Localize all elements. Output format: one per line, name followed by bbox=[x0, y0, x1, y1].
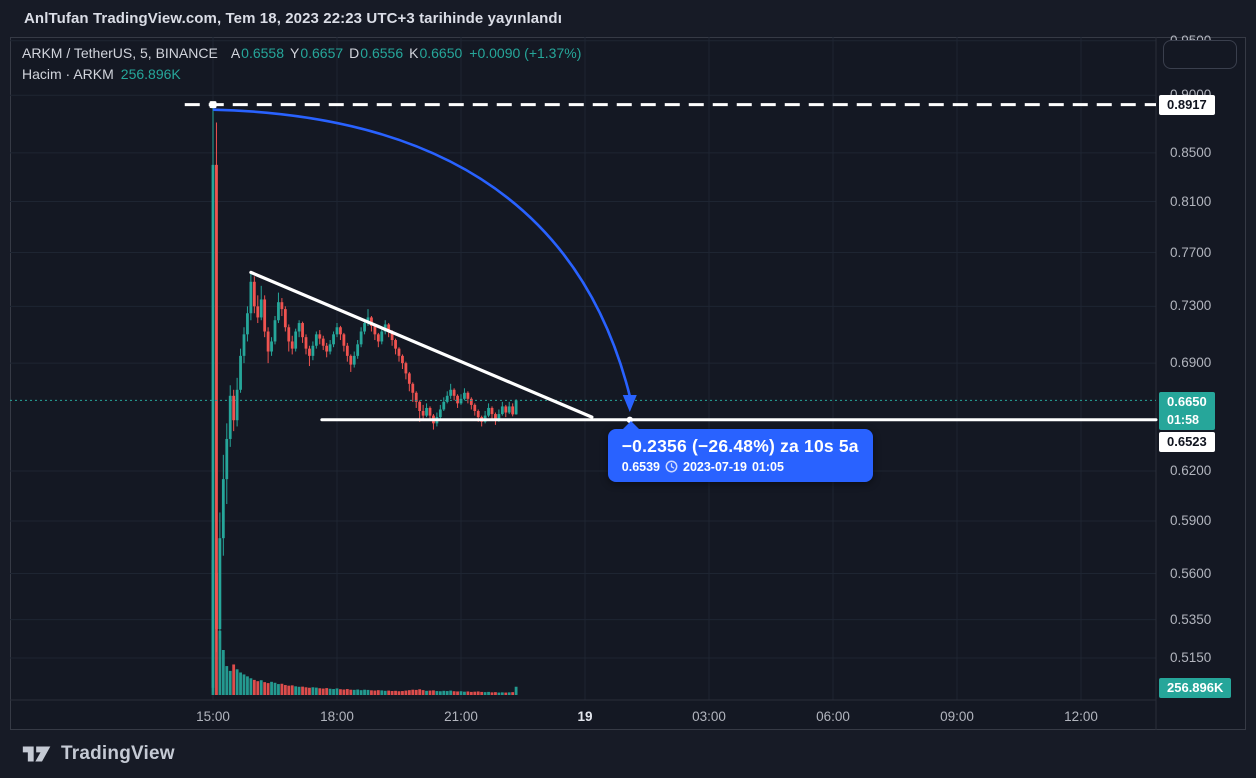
support-level-price-badge: 0.6523 bbox=[1159, 432, 1215, 453]
chart-legend: ARKM / TetherUS, 5, BINANCE A0.6558 Y0.66… bbox=[22, 45, 581, 87]
price-axis-label: 0.5150 bbox=[1170, 650, 1212, 665]
chart-panel[interactable] bbox=[10, 37, 1246, 730]
time-axis-label: 12:00 bbox=[1064, 709, 1098, 724]
tradingview-logo-icon[interactable] bbox=[22, 742, 52, 766]
time-axis-label: 09:00 bbox=[940, 709, 974, 724]
attribution-text: AnlTufan TradingView.com, Tem 18, 2023 2… bbox=[24, 10, 562, 27]
price-range-tooltip: −0.2356 (−26.48%) za 10s 5a 0.6539 2023-… bbox=[607, 420, 873, 482]
price-axis-label: 0.5900 bbox=[1170, 512, 1212, 528]
time-axis-label: 19 bbox=[577, 709, 593, 724]
clock-icon bbox=[665, 460, 678, 473]
last-price-badge: 0.6650 01:58 bbox=[1159, 392, 1215, 431]
ohlc-pair: D0.6556 bbox=[349, 45, 404, 61]
volume-indicator-label[interactable]: Hacim · ARKM bbox=[22, 66, 114, 82]
legend-symbol-row: ARKM / TetherUS, 5, BINANCE A0.6558 Y0.66… bbox=[22, 45, 581, 66]
price-axis-label: 0.8100 bbox=[1170, 193, 1212, 209]
high-level-price: 0.8917 bbox=[1167, 96, 1207, 112]
last-price: 0.6650 bbox=[1167, 394, 1207, 410]
tradingview-wordmark[interactable]: TradingView bbox=[61, 743, 175, 764]
price-axis-label: 0.5600 bbox=[1170, 565, 1212, 581]
attribution-bar: AnlTufan TradingView.com, Tem 18, 2023 2… bbox=[0, 0, 1256, 37]
high-level-price-badge: 0.8917 bbox=[1159, 94, 1215, 115]
price-axis-label: 0.6200 bbox=[1170, 462, 1212, 478]
time-axis-label: 03:00 bbox=[692, 709, 726, 724]
ohlc-pair: K0.6650 bbox=[409, 45, 463, 61]
time-axis-label: 15:00 bbox=[196, 709, 230, 724]
change-value: +0.0090 (+1.37%) bbox=[469, 45, 582, 61]
price-axis-label: 0.7700 bbox=[1170, 244, 1212, 260]
price-axis-label: 0.5350 bbox=[1170, 611, 1212, 627]
ohlc-pair: Y0.6657 bbox=[289, 45, 344, 61]
tooltip-price: 0.6539 bbox=[621, 459, 660, 474]
corner-logo-box[interactable] bbox=[1163, 40, 1237, 69]
tooltip-detail-row: 0.6539 2023-07-19 01:05 bbox=[622, 460, 859, 474]
price-axis-label: 0.7300 bbox=[1170, 298, 1212, 314]
tooltip-time: 01:05 bbox=[751, 459, 784, 474]
symbol-title[interactable]: ARKM / TetherUS, 5, BINANCE bbox=[22, 45, 218, 61]
volume-indicator-value: 256.896K bbox=[120, 66, 181, 82]
bar-countdown: 01:58 bbox=[1167, 413, 1199, 428]
price-axis-label: 0.6900 bbox=[1170, 355, 1212, 371]
footer-bar: TradingView bbox=[0, 730, 1256, 778]
tooltip-date: 2023-07-19 bbox=[683, 459, 747, 474]
tooltip-change-text: −0.2356 (−26.48%) za 10s 5a bbox=[621, 435, 859, 456]
price-axis-label: 0.8500 bbox=[1170, 144, 1212, 160]
ohlc-pair: A0.6558 bbox=[230, 45, 284, 61]
ohlc-values: A0.6558 Y0.6657 D0.6556 K0.6650 bbox=[225, 45, 462, 61]
volume-value-badge: 256.896K bbox=[1159, 678, 1232, 698]
time-axis-label: 06:00 bbox=[816, 709, 850, 724]
time-axis-label: 21:00 bbox=[444, 709, 478, 724]
volume-value: 256.896K bbox=[1167, 680, 1224, 695]
legend-volume-row: Hacim · ARKM 256.896K bbox=[22, 66, 581, 87]
time-axis-label: 18:00 bbox=[320, 709, 354, 724]
support-level-price: 0.6523 bbox=[1167, 434, 1207, 450]
